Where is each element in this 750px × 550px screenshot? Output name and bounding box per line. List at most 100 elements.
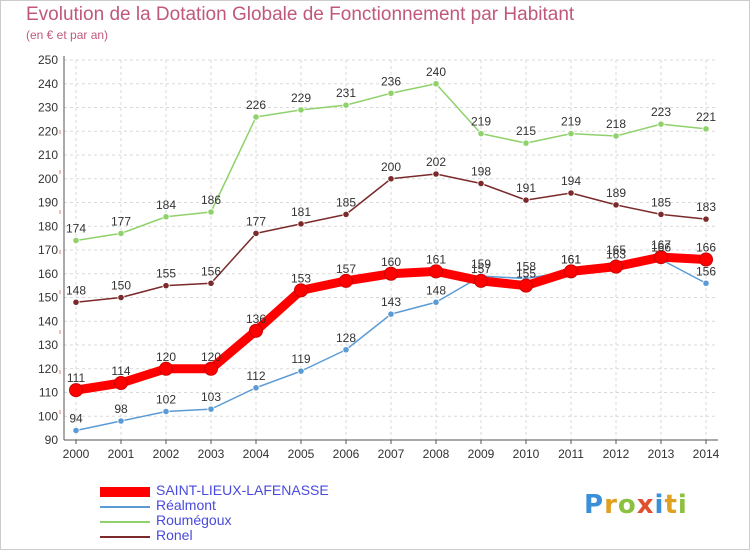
data-point: [117, 293, 125, 302]
data-label: 112: [246, 369, 265, 383]
x-tick-label: 2007: [378, 447, 405, 461]
legend-label-ronel: Ronel: [156, 527, 193, 543]
data-point: [252, 229, 260, 237]
data-label: 186: [201, 193, 221, 207]
data-point: [162, 407, 170, 416]
data-label: 156: [696, 264, 716, 278]
data-point: [567, 189, 575, 197]
data-label: 128: [336, 331, 356, 345]
y-tick-label: 100: [38, 409, 58, 423]
data-label: 150: [111, 279, 131, 293]
data-label: 174: [66, 222, 86, 236]
x-tick-label: 2005: [288, 447, 315, 461]
data-label: 157: [336, 262, 356, 276]
data-label: 191: [516, 181, 536, 195]
data-point: [702, 125, 710, 133]
data-point: [654, 250, 668, 265]
data-point: [477, 179, 485, 188]
legend-swatch-realmont: [100, 506, 150, 508]
data-point: [162, 213, 170, 221]
data-label: 153: [291, 271, 311, 285]
y-tick-label: 160: [38, 267, 58, 281]
y-tick-label: 230: [38, 101, 58, 115]
data-label: 177: [111, 214, 131, 228]
chart-subtitle: (en € et par an): [26, 28, 109, 42]
data-point: [699, 252, 713, 267]
x-tick-label: 2013: [648, 447, 675, 461]
data-point: [609, 259, 623, 274]
data-point: [252, 113, 260, 121]
x-tick-label: 2002: [153, 447, 180, 461]
chart-title: Evolution de la Dotation Globale de Fonc…: [26, 4, 575, 25]
data-label: 94: [69, 412, 83, 426]
data-point: [297, 106, 305, 114]
data-point: [297, 367, 305, 375]
data-point: [252, 384, 260, 392]
data-label: 148: [66, 283, 86, 297]
x-tick-label: 2010: [513, 447, 540, 461]
data-point: [567, 130, 575, 138]
legend-swatch-roumegoux: [100, 521, 150, 523]
legend-item-saint-lieux: SAINT-LIEUX-LAFENASSE: [100, 482, 360, 499]
data-label: 156: [201, 264, 221, 278]
y-tick-label: 90: [45, 433, 59, 447]
data-point: [432, 170, 440, 178]
x-tick-label: 2014: [693, 447, 720, 461]
legend-label-realmont: Réalmont: [156, 497, 216, 513]
x-tick-label: 2006: [333, 447, 360, 461]
logo-letter: t: [664, 490, 678, 520]
data-label: 103: [201, 390, 221, 404]
data-label: 160: [381, 255, 401, 269]
logo-letter: i: [677, 490, 688, 520]
data-label: 223: [651, 105, 671, 119]
data-label: 161: [561, 252, 581, 266]
data-label: 221: [696, 110, 716, 124]
data-point: [387, 310, 395, 318]
x-tick-label: 2004: [243, 447, 270, 461]
data-point: [657, 120, 665, 128]
data-label: 165: [606, 243, 626, 257]
legend-item-realmont: Réalmont: [100, 497, 360, 514]
data-point: [72, 236, 80, 245]
y-tick-label: 140: [38, 314, 58, 328]
y-tick-label: 210: [38, 148, 58, 162]
data-label: 226: [246, 98, 266, 112]
data-point: [429, 264, 443, 279]
logo-letter: x: [636, 490, 655, 520]
data-label: 183: [696, 200, 716, 214]
data-point: [69, 383, 83, 398]
y-tick-label: 180: [38, 219, 58, 233]
data-label: 119: [291, 352, 310, 366]
data-point: [114, 376, 128, 390]
data-point: [612, 201, 620, 209]
data-point: [117, 229, 125, 237]
data-label: 111: [67, 371, 86, 385]
data-point: [522, 139, 530, 147]
data-point: [342, 346, 350, 354]
data-label: 219: [561, 115, 581, 129]
logo-letter: i: [654, 490, 665, 520]
data-label: 143: [381, 295, 401, 309]
data-label: 157: [471, 262, 491, 276]
data-point: [384, 266, 398, 281]
data-label: 155: [516, 267, 536, 281]
data-label: 185: [651, 195, 671, 209]
data-label: 167: [651, 238, 671, 252]
data-label: 229: [291, 91, 311, 105]
legend-item-roumegoux: Roumégoux: [100, 512, 360, 529]
data-label: 136: [246, 312, 266, 326]
data-label: 166: [696, 241, 716, 255]
data-point: [519, 278, 533, 293]
data-label: 155: [156, 267, 176, 281]
data-label: 202: [426, 155, 446, 169]
data-label: 148: [426, 283, 446, 297]
y-tick-label: 110: [39, 386, 58, 400]
data-label: 161: [426, 252, 446, 266]
y-tick-label: 120: [38, 362, 58, 376]
y-tick-label: 170: [38, 243, 58, 257]
data-point: [657, 210, 665, 218]
data-label: 161: [561, 252, 581, 266]
x-tick-label: 2003: [198, 447, 225, 461]
proxiti-logo: Proxiti: [584, 490, 688, 520]
